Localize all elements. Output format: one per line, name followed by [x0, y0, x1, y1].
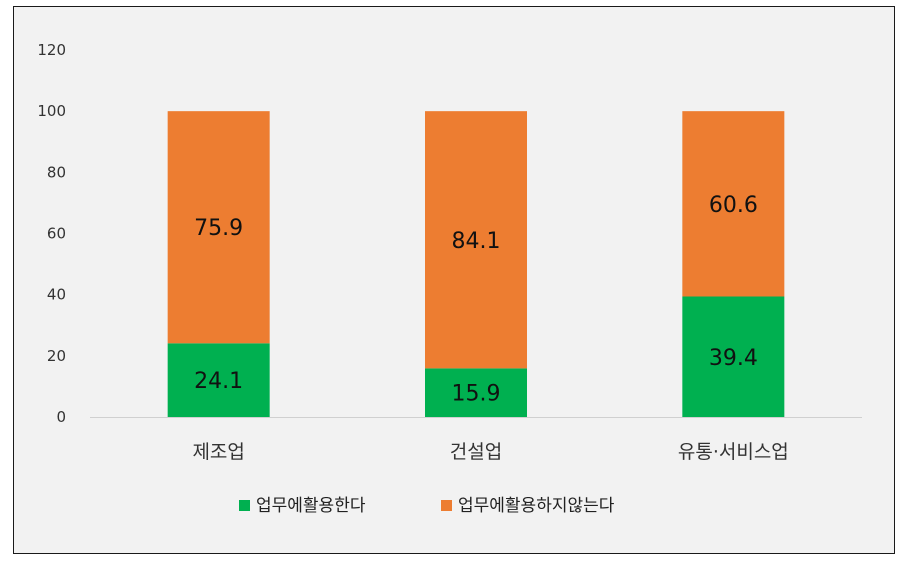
legend-swatch: [239, 500, 250, 511]
legend-swatch: [441, 500, 452, 511]
y-tick-label: 60: [47, 225, 66, 243]
category-label: 제조업: [192, 441, 244, 463]
data-label: 75.9: [194, 216, 243, 241]
bar-segment: [167, 343, 270, 417]
bars: [167, 111, 785, 417]
y-tick-label: 120: [37, 41, 66, 59]
data-label: 84.1: [452, 229, 501, 254]
bar-segment: [425, 368, 527, 417]
category-label: 건설업: [450, 441, 502, 463]
data-label: 60.6: [709, 193, 758, 218]
data-label: 39.4: [709, 346, 758, 371]
y-tick-label: 0: [56, 408, 66, 426]
bar-segment: [167, 111, 270, 344]
bar-segment: [682, 296, 785, 417]
y-tick-label: 20: [47, 347, 66, 365]
data-label: 24.1: [194, 369, 243, 394]
x-axis: 제조업 건설업 유통·서비스업: [192, 441, 788, 463]
data-label: 15.9: [452, 382, 501, 407]
legend-label: 업무에활용한다: [256, 496, 366, 516]
y-tick-label: 40: [47, 286, 66, 304]
data-labels: 24.1 75.9 15.9 84.1 39.4 60.6: [194, 193, 758, 407]
legend: 업무에활용한다 업무에활용하지않는다: [239, 496, 615, 516]
y-tick-label: 100: [37, 102, 66, 120]
legend-label: 업무에활용하지않는다: [458, 496, 615, 516]
category-label: 유통·서비스업: [678, 441, 789, 463]
y-tick-label: 80: [47, 163, 66, 181]
bar-segment: [682, 111, 785, 297]
y-axis: 0 20 40 60 80 100 120: [37, 41, 862, 426]
bar-segment: [425, 111, 527, 369]
